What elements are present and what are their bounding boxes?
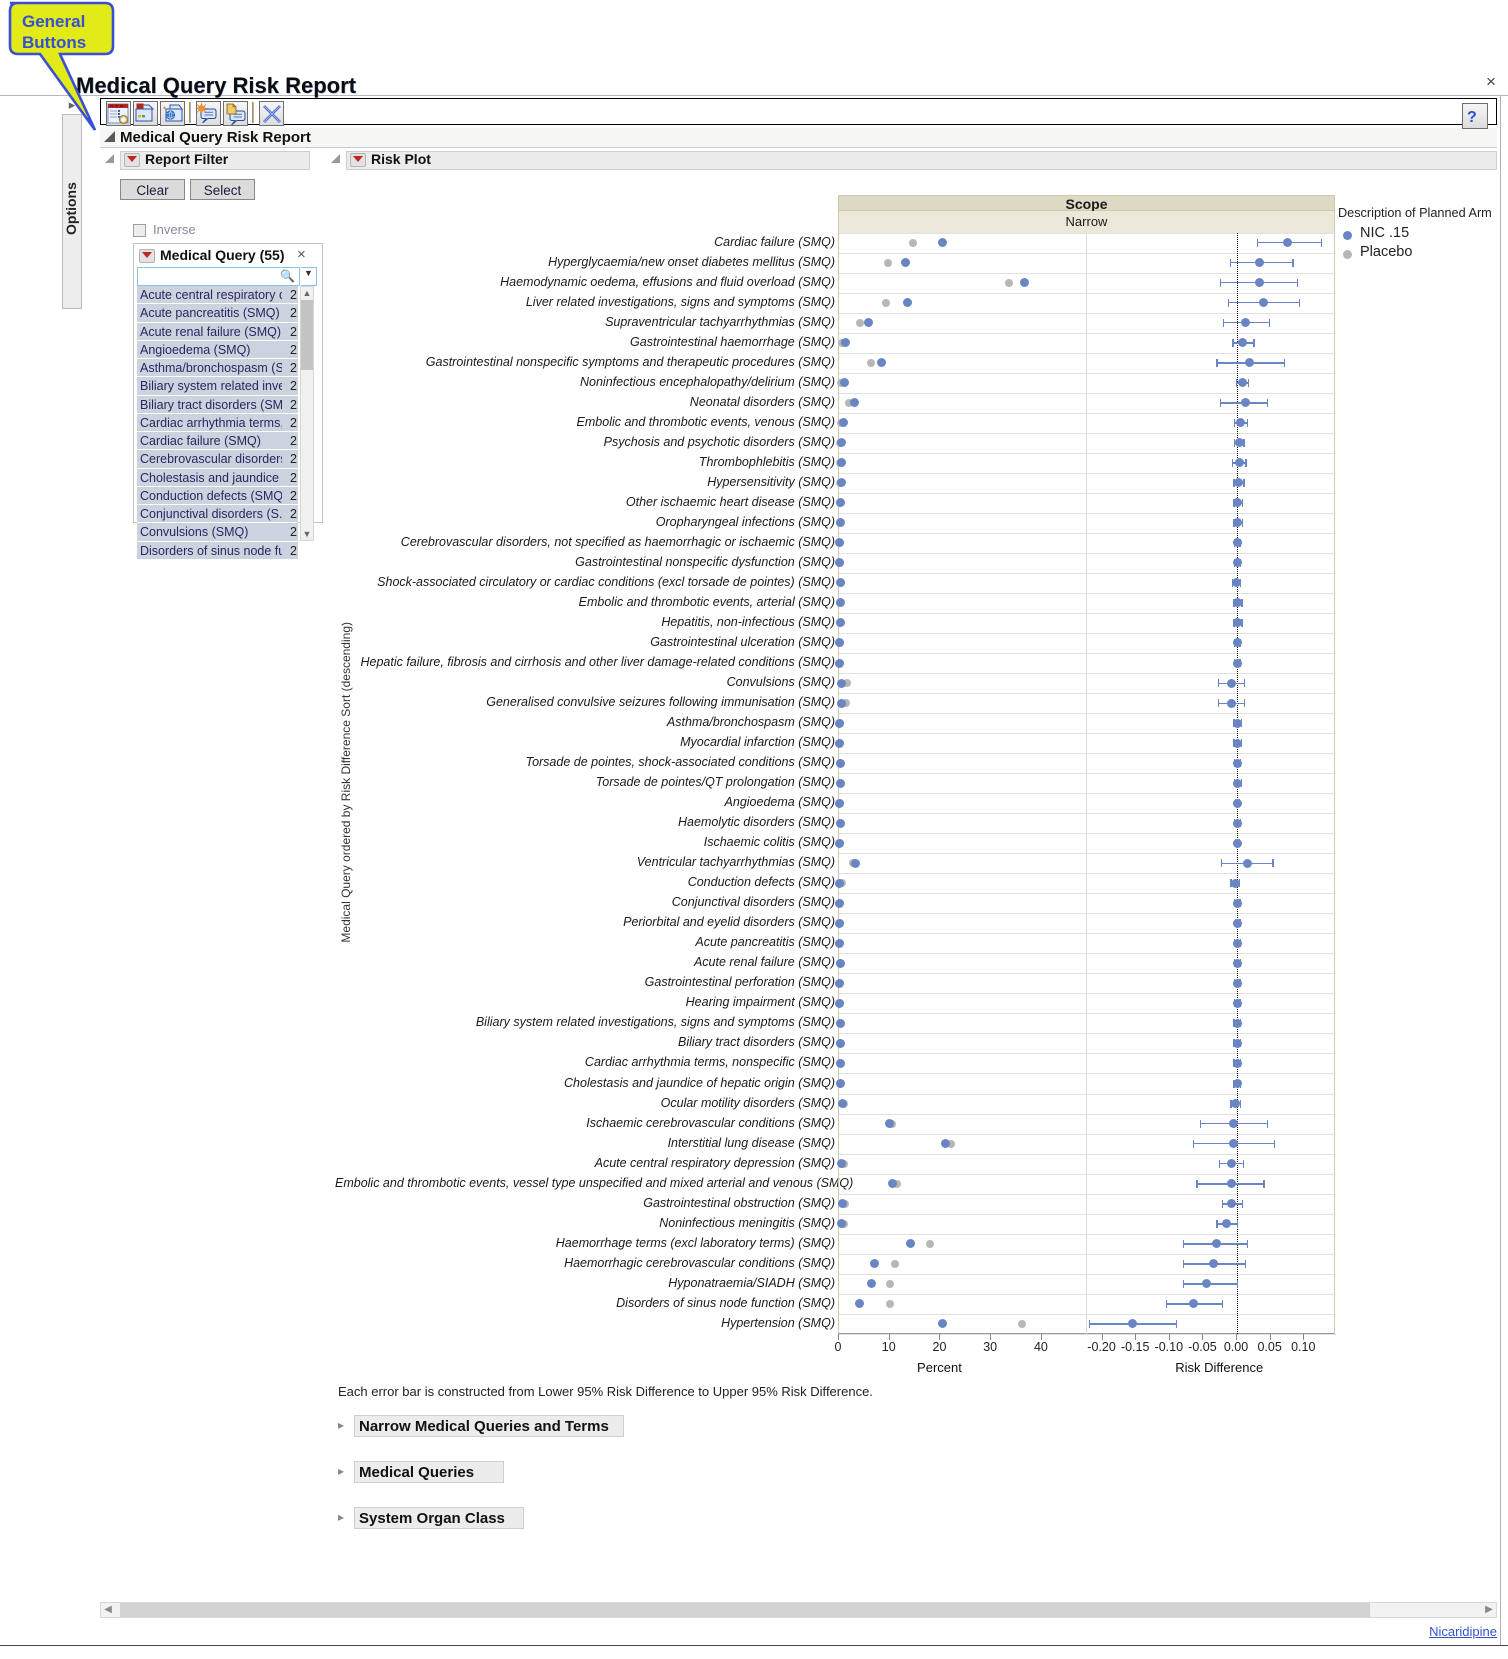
svg-text:Buttons: Buttons <box>22 33 86 52</box>
svg-text:General: General <box>22 12 85 31</box>
svg-text:?: ? <box>1467 109 1477 126</box>
